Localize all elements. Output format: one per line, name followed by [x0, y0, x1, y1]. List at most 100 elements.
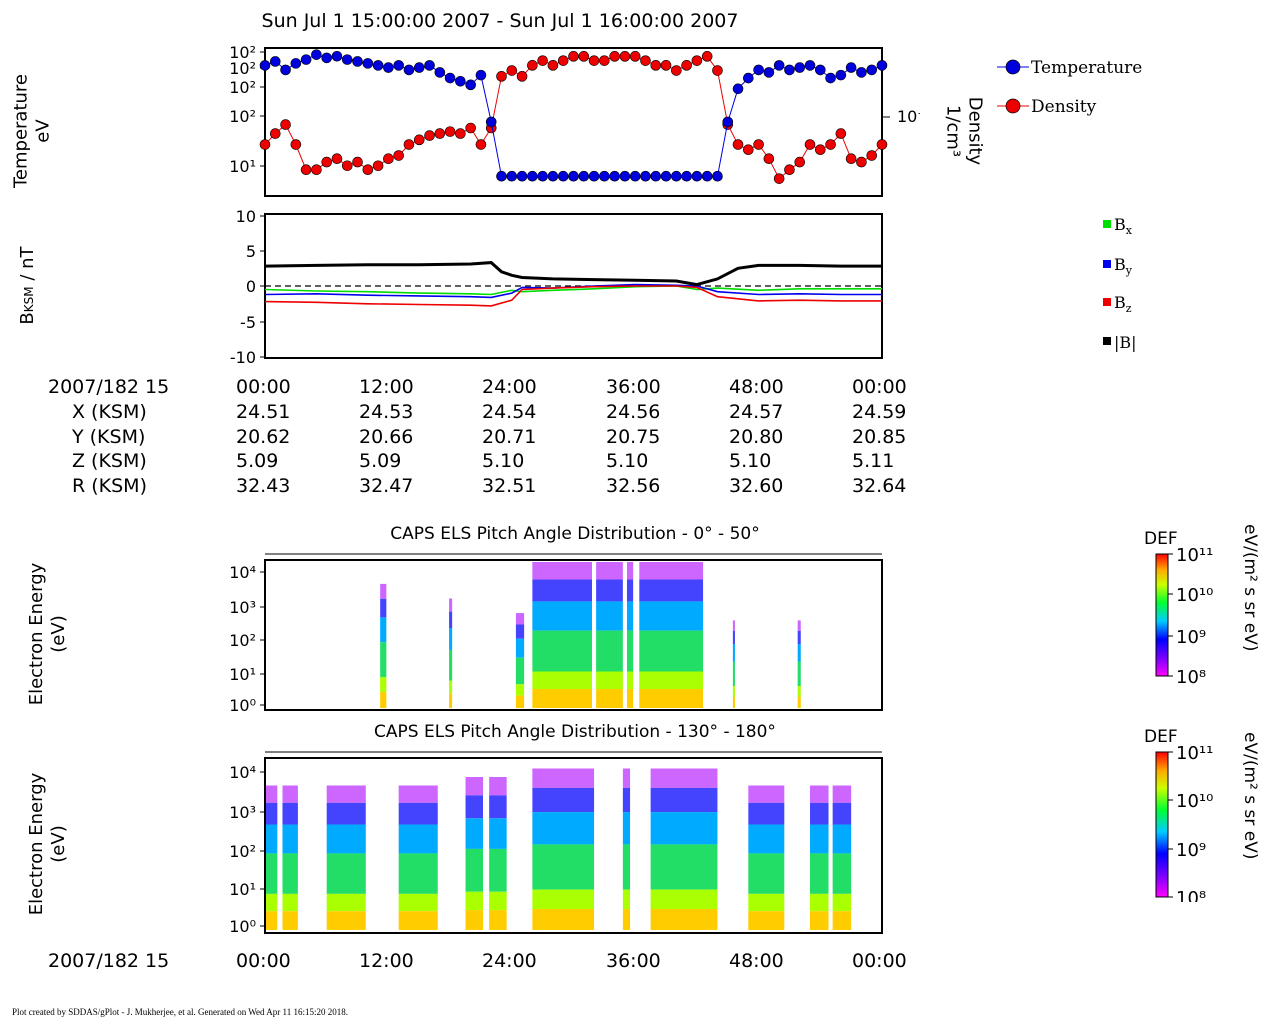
ephemeris-value: 20.85: [852, 425, 907, 448]
spectrogram-cell: [282, 785, 298, 803]
spectrogram-cell: [732, 644, 735, 662]
spectrogram-cell: [489, 795, 507, 819]
footer-credit: Plot created by SDDAS/gPlot - J. Mukherj…: [12, 1007, 348, 1017]
temperature-point: [763, 67, 775, 78]
spectrogram-cell: [732, 661, 735, 687]
spectrogram-cell: [810, 893, 829, 912]
spectrogram-cell: [622, 844, 631, 890]
spectrogram-cell: [380, 617, 387, 643]
spectrogram-cell: [532, 768, 595, 788]
spectrogram-cell: [532, 601, 593, 631]
time-tick-0: 00:00: [236, 376, 291, 398]
colorbar-tick-label: 10¹⁰: [1176, 585, 1213, 606]
bmag-line: [264, 261, 882, 287]
spectrogram-cell: [732, 620, 735, 631]
panel4-frame: [264, 757, 883, 934]
temperature-point: [259, 60, 271, 71]
density-label-line2: 1/cm³: [942, 104, 964, 158]
panel3-ylabel-line2: (eV): [48, 615, 69, 653]
y-tick-label: 10⁰: [229, 917, 256, 936]
temperature-point: [496, 170, 507, 182]
density-point: [527, 60, 538, 71]
electron-energy-label-bottom: Electron Energy (eV): [8, 760, 69, 930]
colorbar-top-unit: eV/(m² s sr eV): [1240, 524, 1260, 651]
bottom-time-axis: 2007/182 15 00:00 12:00 24:00 36:00 48:00 00:…: [0, 950, 1000, 976]
temperature-point: [640, 170, 651, 182]
density-axis-label: Density 1/cm³: [940, 55, 990, 190]
spectrogram-cell: [449, 611, 453, 629]
spectrogram-cell: [832, 785, 852, 803]
spectrogram-cell: [596, 689, 623, 708]
pad-0-50-spectrogram: 10⁴ 10³ 10² 10¹ 10⁰: [229, 553, 883, 715]
spectrogram-cell: [532, 909, 595, 930]
ephemeris-value: 5.10: [482, 450, 525, 472]
panel1-series: [259, 49, 888, 184]
spectrogram-cell: [639, 601, 704, 631]
bksm-label-base: B: [17, 312, 38, 325]
spectrogram-cell: [797, 686, 801, 697]
legend-bz: Bz: [1114, 293, 1132, 315]
bottom-time-tick-1: 12:00: [359, 950, 414, 972]
colorbar-bottom-gradient: [1155, 751, 1169, 898]
density-point: [269, 128, 281, 139]
spectrogram-cell: [265, 802, 278, 825]
panel2-legend: Bx By Bz |B|: [1103, 215, 1137, 352]
y-tick-label: 10¹: [229, 880, 256, 899]
spectrogram-cell: [810, 802, 829, 825]
temperature-point: [732, 83, 744, 95]
density-point: [825, 139, 836, 150]
temperature-point: [527, 170, 538, 182]
spectrogram-cell: [596, 601, 623, 631]
density-point: [712, 65, 723, 76]
y-tick-label: 10⁴: [229, 763, 256, 782]
temperature-point: [578, 170, 590, 182]
temperature-point: [588, 170, 600, 182]
y-tick-label: 5: [246, 242, 256, 261]
temperature-point: [660, 170, 672, 182]
spectrogram-cell: [515, 657, 525, 685]
spectrogram-cell: [282, 824, 298, 854]
bottom-time-tick-4: 48:00: [729, 950, 784, 972]
spectrogram-cell: [622, 768, 631, 788]
temperature-point: [352, 56, 363, 67]
density-point: [557, 55, 569, 66]
temperature-point: [403, 64, 415, 76]
panel3-title: CAPS ELS Pitch Angle Distribution - 0° -…: [390, 524, 760, 544]
spectrogram-cell: [465, 795, 484, 819]
spectrogram-cell: [449, 628, 453, 650]
spectrogram-cell: [398, 785, 438, 803]
spectrogram-cell: [398, 853, 438, 894]
spectrogram-cell: [797, 630, 801, 645]
spectrogram-cell: [515, 624, 525, 639]
spectrogram-cell: [622, 787, 631, 813]
temperature-point: [269, 56, 281, 67]
spectrogram-cell: [282, 911, 298, 930]
temperature-point: [681, 170, 692, 182]
colorbar-top-gradient: [1155, 553, 1169, 677]
colorbar-tick-label: 10⁸: [1176, 888, 1206, 902]
spectrogram-cell: [326, 911, 366, 930]
density-point: [393, 150, 404, 161]
bottom-time-tick-0: 00:00: [236, 950, 291, 972]
y-tick-label: 10²: [229, 43, 256, 62]
temperature-point: [311, 49, 322, 60]
spectrogram-cell: [626, 689, 634, 708]
y-tick-label: 10⁴: [229, 563, 256, 582]
ephemeris-value: 24.51: [236, 401, 291, 423]
spectrogram-cell: [532, 579, 593, 602]
temperature-point: [568, 170, 579, 182]
temperature-point: [434, 67, 446, 78]
panel4-ylabel-line1: Electron Energy: [26, 772, 47, 916]
spectrogram-cell: [626, 630, 634, 672]
legend-bmag-swatch: [1103, 337, 1111, 345]
spectrogram-cell: [832, 911, 852, 930]
y-tick-label: -10: [230, 348, 256, 367]
density-point: [701, 51, 713, 62]
colorbar-tick-label: 10⁹: [1176, 627, 1206, 648]
legend-bz-swatch: [1103, 298, 1111, 306]
ephemeris-table: 2007/182 15 00:00 12:00 24:00 36:00 48:00 00:…: [0, 376, 1000, 501]
spectrogram-cell: [622, 889, 631, 910]
density-point: [732, 139, 744, 150]
spectrogram-cell: [489, 891, 507, 911]
spectrogram-cell: [489, 818, 507, 849]
